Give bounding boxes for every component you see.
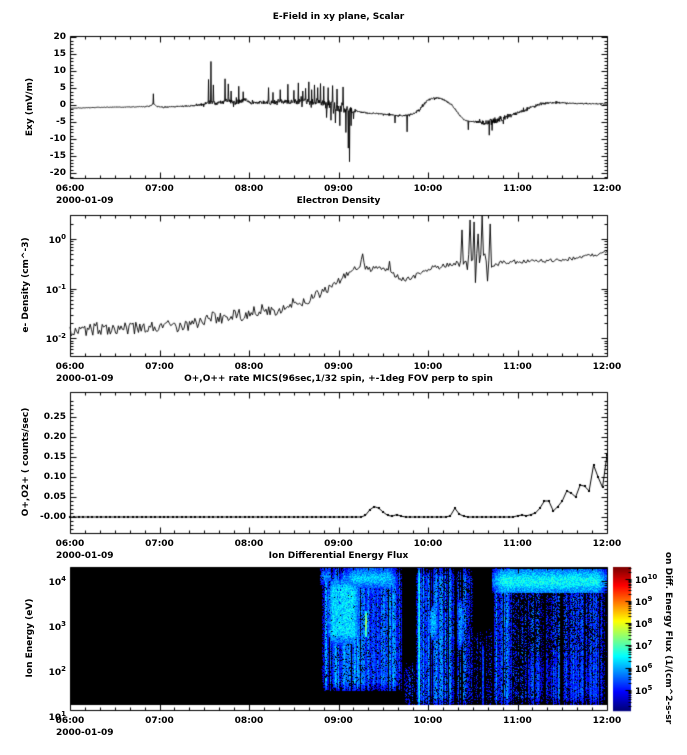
y-tick-label: 0.15: [43, 452, 66, 462]
x-tick-label: 08:00: [234, 539, 264, 549]
x-tick-label: 11:00: [503, 716, 532, 726]
colorbar-tick-label: 106: [635, 661, 653, 675]
colorbar-tick-label: 109: [635, 594, 653, 608]
x-tick-label: 06:00: [55, 184, 85, 194]
x-tick-label: 12:00: [592, 184, 622, 194]
x-tick-label: 07:00: [145, 716, 174, 726]
panel1-date: 2000-01-09: [56, 196, 114, 206]
y-tick-label: 104: [48, 574, 66, 588]
x-tick-label: 11:00: [503, 362, 532, 372]
x-tick-label: 06:00: [55, 362, 85, 372]
panel2-title: Electron Density: [296, 196, 381, 206]
x-tick-label: 12:00: [592, 539, 622, 549]
y-tick-label: 10-1: [45, 282, 66, 296]
x-tick-label: 07:00: [145, 362, 174, 372]
panel4-title: Ion Differential Energy Flux: [268, 551, 409, 561]
y-tick-label: 103: [48, 619, 66, 633]
y-tick-label: -10: [49, 134, 66, 145]
colorbar-tick-label: 105: [635, 683, 653, 697]
x-tick-label: 10:00: [413, 362, 443, 372]
x-tick-label: 06:00: [55, 716, 85, 726]
y-tick-label: 102: [48, 664, 66, 678]
y-tick-label: 20: [53, 32, 66, 43]
panel1-title: E-Field in xy plane, Scalar: [272, 12, 405, 22]
y-tick-label: 0: [59, 100, 66, 111]
x-tick-label: 08:00: [234, 184, 264, 194]
x-tick-label: 09:00: [324, 362, 353, 372]
x-tick-label: 10:00: [413, 539, 443, 549]
x-tick-label: 09:00: [324, 539, 353, 549]
y-tick-label: 0.25: [43, 412, 66, 422]
x-tick-label: 07:00: [145, 539, 174, 549]
x-tick-label: 11:00: [503, 184, 532, 194]
y-tick-label: 0.10: [43, 472, 66, 482]
panel3-title: O+,O++ rate MICS(96sec,1/32 spin, +-1deg…: [184, 374, 493, 384]
y-tick-label: 15: [53, 49, 66, 60]
x-tick-label: 06:00: [55, 539, 85, 549]
y-tick-label: -5: [56, 117, 66, 128]
panel2-date: 2000-01-09: [56, 374, 114, 384]
y-tick-label: 100: [48, 232, 66, 246]
y-tick-label: 0.05: [43, 492, 66, 502]
colorbar-tick-label: 108: [635, 617, 653, 631]
y-tick-label: 10: [53, 66, 66, 77]
x-tick-label: 12:00: [592, 716, 622, 726]
panel3-date: 2000-01-09: [56, 551, 114, 561]
y-tick-label: -15: [49, 151, 66, 162]
y-tick-label: 101: [48, 709, 66, 723]
x-tick-label: 11:00: [503, 539, 532, 549]
y-tick-label: -0.00: [40, 512, 66, 522]
x-tick-label: 12:00: [592, 362, 622, 372]
x-tick-label: 09:00: [324, 716, 353, 726]
x-tick-label: 08:00: [234, 716, 264, 726]
colorbar-tick-label: 107: [635, 639, 653, 653]
x-tick-label: 10:00: [413, 184, 443, 194]
x-tick-label: 08:00: [234, 362, 264, 372]
panel4-date: 2000-01-09: [56, 728, 114, 738]
colorbar-tick-label: 1010: [635, 572, 658, 586]
y-tick-label: -20: [49, 168, 66, 179]
x-tick-label: 09:00: [324, 184, 353, 194]
x-tick-label: 07:00: [145, 184, 174, 194]
x-tick-label: 10:00: [413, 716, 443, 726]
y-tick-label: 10-2: [45, 332, 66, 346]
y-tick-label: 0.20: [43, 432, 66, 442]
y-tick-label: 5: [59, 83, 66, 94]
